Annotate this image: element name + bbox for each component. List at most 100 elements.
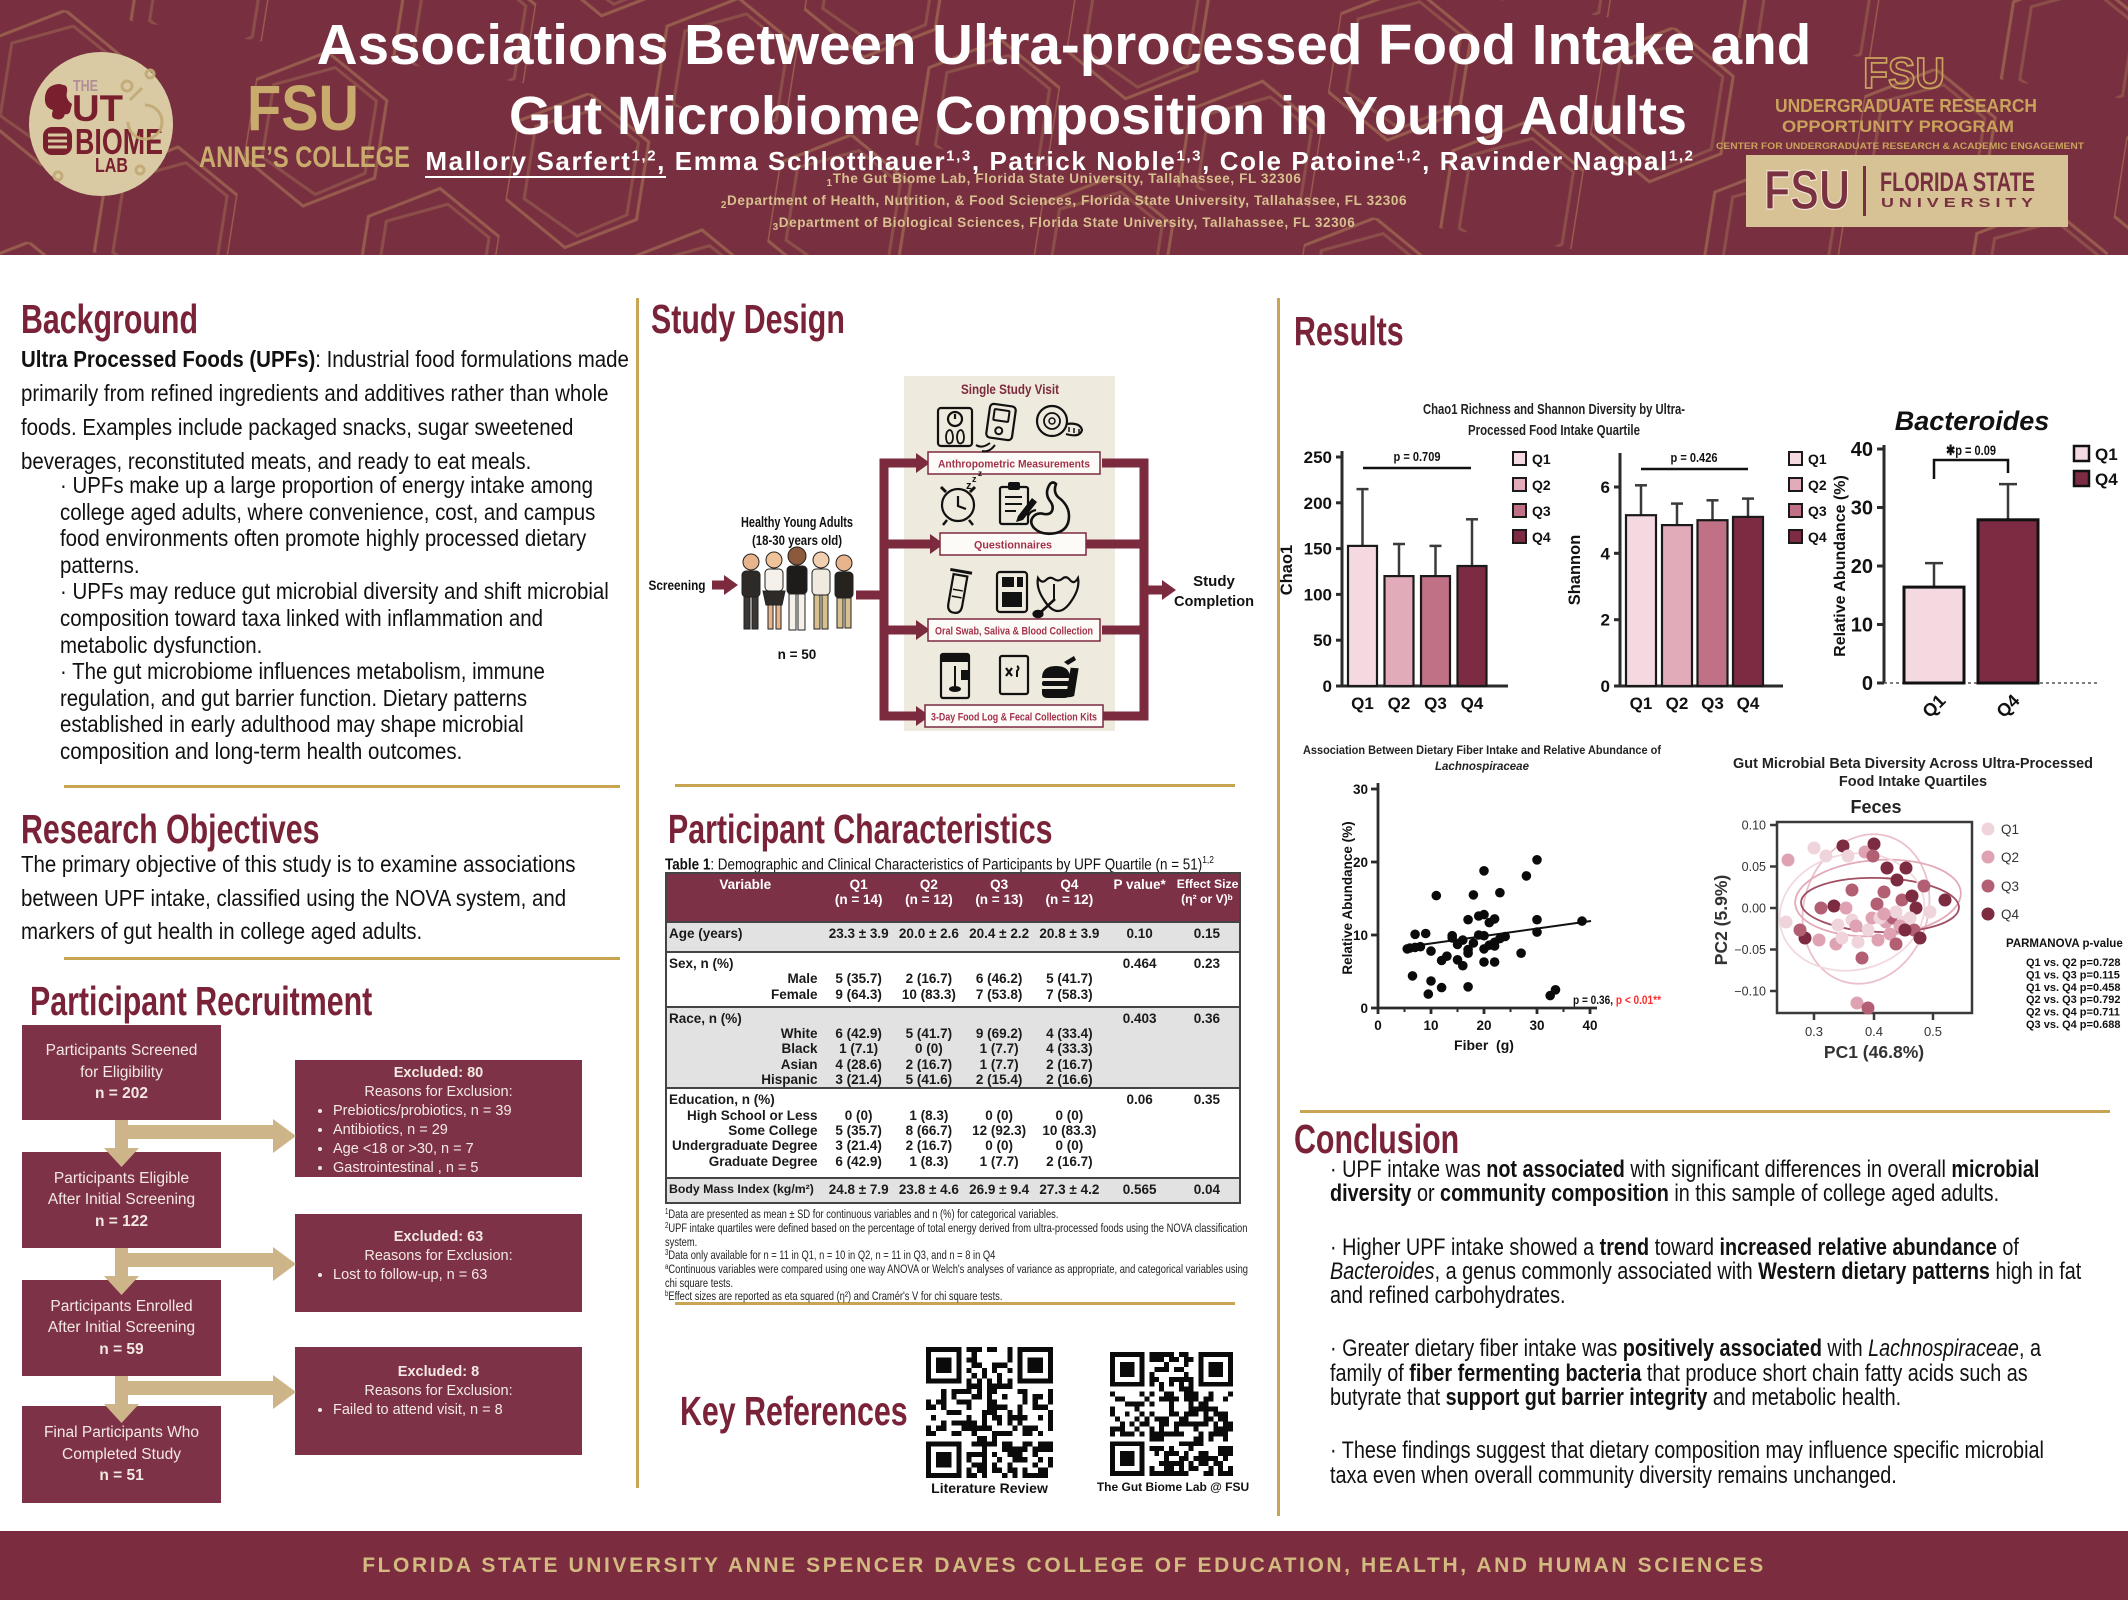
svg-text:3-Day Food Log & Fecal Collect: 3-Day Food Log & Fecal Collection Kits [931,712,1097,724]
svg-text:50: 50 [1313,631,1332,650]
svg-text:Oral Swab, Saliva & Blood Coll: Oral Swab, Saliva & Blood Collection [935,626,1093,638]
svg-text:Relative Abundance (%): Relative Abundance (%) [1340,821,1355,974]
svg-text:0.10: 0.10 [1742,819,1766,833]
svg-text:Screening: Screening [649,577,706,593]
svg-text:Q1: Q1 [1532,451,1551,467]
svg-text:Shannon: Shannon [1566,535,1584,606]
svg-text:Q1 vs. Q4 p=0.458: Q1 vs. Q4 p=0.458 [2026,982,2120,994]
svg-text:0: 0 [1374,1018,1382,1033]
svg-text:Q2 vs. Q4 p=0.711: Q2 vs. Q4 p=0.711 [2026,1007,2120,1019]
svg-text:0: 0 [1360,1001,1368,1016]
svg-text:Q1: Q1 [1630,694,1653,713]
svg-text:−0.05: −0.05 [1734,943,1766,957]
svg-text:Q3: Q3 [1701,694,1724,713]
svg-text:Q2: Q2 [1388,694,1411,713]
svg-text:PC2 (5.9%): PC2 (5.9%) [1711,875,1731,965]
svg-text:0.05: 0.05 [1742,860,1766,874]
svg-text:U N I V E R S I T Y: U N I V E R S I T Y [1881,195,2033,210]
svg-text:30: 30 [1529,1018,1544,1033]
svg-text:100: 100 [1304,585,1332,604]
svg-text:Q4: Q4 [1992,690,2023,721]
svg-text:✱p = 0.09: ✱p = 0.09 [1946,442,1996,458]
svg-text:Q1: Q1 [2095,445,2118,464]
svg-text:ANNE’S COLLEGE: ANNE’S COLLEGE [199,141,410,174]
svg-text:40: 40 [1851,439,1873,461]
svg-text:UT: UT [72,88,123,129]
svg-text:Food Intake Quartiles: Food Intake Quartiles [1839,774,1987,790]
svg-text:Q1: Q1 [1808,451,1827,467]
svg-text:Lachnospiraceae: Lachnospiraceae [1435,761,1530,773]
svg-text:0: 0 [1862,673,1873,695]
svg-text:Q4: Q4 [1808,529,1827,545]
svg-text:Q2: Q2 [1666,694,1689,713]
svg-text:Q2: Q2 [1808,477,1827,493]
svg-text:Q3: Q3 [1424,694,1447,713]
svg-text:−0.10: −0.10 [1734,985,1766,999]
svg-text:(18-30 years old): (18-30 years old) [752,532,842,548]
svg-text:0: 0 [1323,677,1332,696]
svg-text:Processed Food Intake Quartile: Processed Food Intake Quartile [1468,422,1640,439]
svg-text:Q4: Q4 [2095,470,2118,489]
svg-text:Feces: Feces [1850,797,1901,817]
svg-text:z: z [978,469,982,478]
svg-text:Fiber (g): Fiber (g) [1454,1037,1514,1053]
svg-text:Study: Study [1193,573,1235,590]
svg-text:FLORIDA STATE: FLORIDA STATE [1880,167,2035,197]
svg-text:Questionnaires: Questionnaires [974,540,1052,552]
svg-text:Q2: Q2 [1532,477,1551,493]
svg-text:z: z [966,480,972,492]
svg-text:20: 20 [1476,1018,1491,1033]
svg-text:FSU: FSU [1863,49,1945,98]
svg-text:Chao1: Chao1 [1278,545,1296,595]
svg-text:0.3: 0.3 [1805,1024,1823,1039]
svg-text:Q1 vs. Q3 p=0.115: Q1 vs. Q3 p=0.115 [2026,969,2120,981]
svg-text:Q3: Q3 [1532,503,1551,519]
svg-text:Chao1 Richness and Shannon Div: Chao1 Richness and Shannon Diversity by … [1423,401,1685,418]
svg-text:10: 10 [1851,615,1873,637]
svg-text:PARMANOVA p-value: PARMANOVA p-value [2006,938,2123,950]
svg-text:OPPORTUNITY PROGRAM: OPPORTUNITY PROGRAM [1782,117,2014,136]
svg-text:Healthy Young Adults: Healthy Young Adults [741,514,853,531]
svg-text:Q2 vs. Q3 p=0.792: Q2 vs. Q3 p=0.792 [2026,994,2120,1006]
svg-text:Single Study Visit: Single Study Visit [961,382,1059,397]
svg-text:Relative Abundance (%): Relative Abundance (%) [1832,475,1849,657]
svg-text:10: 10 [1423,1018,1438,1033]
svg-text:FSU: FSU [1764,158,1850,221]
svg-text:Q1: Q1 [2001,822,2019,837]
svg-text:200: 200 [1304,494,1332,513]
svg-text:Q3 vs. Q4 p=0.688: Q3 vs. Q4 p=0.688 [2026,1019,2120,1031]
svg-text:Q4: Q4 [1532,529,1551,545]
svg-text:BIOME: BIOME [75,121,163,162]
svg-text:p = 0.709: p = 0.709 [1394,450,1441,464]
svg-text:UNDERGRADUATE RESEARCH: UNDERGRADUATE RESEARCH [1775,96,2037,116]
svg-text:n = 50: n = 50 [778,647,817,662]
svg-text:30: 30 [1851,498,1873,520]
svg-text:THE: THE [73,78,98,95]
svg-text:40: 40 [1582,1018,1597,1033]
svg-text:0.5: 0.5 [1924,1024,1942,1039]
svg-text:p = 0.426: p = 0.426 [1671,451,1718,465]
svg-text:Bacteroides: Bacteroides [1895,406,2050,436]
svg-text:Gut Microbial Beta Diversity A: Gut Microbial Beta Diversity Across Ultr… [1733,756,2093,772]
svg-text:Q1: Q1 [1918,690,1949,721]
svg-text:6: 6 [1601,478,1610,497]
svg-text:Q2: Q2 [2001,850,2019,865]
svg-text:CENTER FOR UNDERGRADUATE RESEA: CENTER FOR UNDERGRADUATE RESEARCH & ACAD… [1716,141,2085,151]
svg-text:Anthropometric Measurements: Anthropometric Measurements [938,459,1090,471]
svg-text:2: 2 [1601,611,1610,630]
svg-text:LAB: LAB [95,155,128,177]
svg-text:Q4: Q4 [1737,694,1760,713]
svg-text:Association Between Dietary Fi: Association Between Dietary Fiber Intake… [1303,745,1661,757]
svg-text:0.00: 0.00 [1742,902,1766,916]
svg-text:FSU: FSU [247,72,359,144]
svg-text:Q3: Q3 [2001,879,2019,894]
svg-text:PC1 (46.8%): PC1 (46.8%) [1824,1042,1924,1062]
svg-text:20: 20 [1353,855,1368,870]
svg-text:150: 150 [1304,540,1332,559]
svg-text:z: z [972,474,977,484]
svg-text:30: 30 [1353,782,1368,797]
svg-text:0: 0 [1601,677,1610,696]
svg-text:0.4: 0.4 [1865,1024,1883,1039]
svg-text:Q4: Q4 [1461,694,1484,713]
svg-text:10: 10 [1353,928,1368,943]
